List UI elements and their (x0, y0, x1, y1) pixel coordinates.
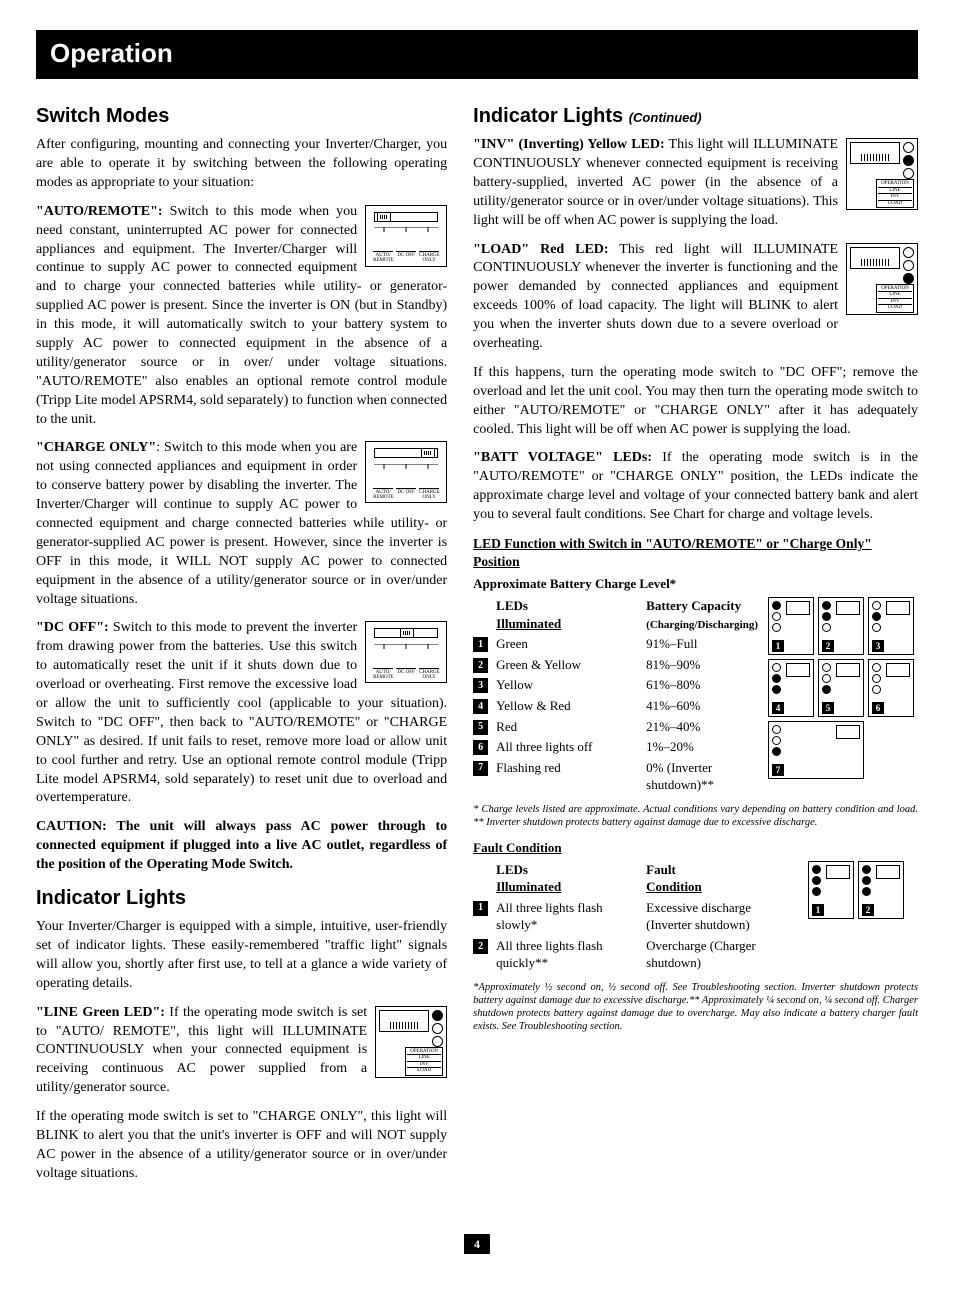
table-row: 4Yellow & Red41%–60% (473, 697, 758, 715)
charge-level-table: LEDsIlluminated Battery Capacity(Chargin… (473, 597, 758, 797)
switch-modes-heading: Switch Modes (36, 103, 447, 130)
led-function-heading: LED Function with Switch in "AUTO/REMOTE… (473, 535, 918, 571)
indicator-intro: Your Inverter/Charger is equipped with a… (36, 918, 447, 994)
indicator-lights-heading: Indicator Lights (36, 885, 447, 912)
left-column: Switch Modes After configuring, mounting… (36, 97, 447, 1194)
intro-paragraph: After configuring, mounting and connecti… (36, 136, 447, 193)
panel-diagram-line: OPERATIONLINEINVLOAD (375, 1006, 447, 1078)
line-led-paragraph2: If the operating mode switch is set to "… (36, 1108, 447, 1184)
fault-footnote: *Approximately ½ second on, ½ second off… (473, 981, 918, 1034)
table-row: 1All three lights flash slowly*Excessive… (473, 899, 798, 934)
table-row: 2Green & Yellow81%–90% (473, 656, 758, 674)
switch-diagram-dcoff: AUTO/ REMOTEDC OFFCHARGE ONLY (365, 621, 447, 683)
switch-diagram-auto: AUTO/ REMOTEDC OFFCHARGE ONLY (365, 205, 447, 267)
switch-diagram-charge: AUTO/ REMOTEDC OFFCHARGE ONLY (365, 441, 447, 503)
charge-footnote: * Charge levels listed are approximate. … (473, 803, 918, 829)
table-row: 1Green91%–Full (473, 635, 758, 653)
table-row: 2All three lights flash quickly**Overcha… (473, 937, 798, 972)
right-column: Indicator Lights (Continued) OPERATIONLI… (473, 97, 918, 1194)
section-banner: Operation (36, 30, 918, 79)
caution-text: CAUTION: The unit will always pass AC po… (36, 818, 447, 875)
batt-voltage-paragraph: "BATT VOLTAGE" LEDs: If the operating mo… (473, 449, 918, 525)
approx-charge-heading: Approximate Battery Charge Level* (473, 575, 918, 593)
load-led-paragraph2: If this happens, turn the operating mode… (473, 364, 918, 440)
fault-condition-table: LEDsIlluminated FaultCondition 1All thre… (473, 861, 798, 975)
panel-diagram-load: OPERATIONLINEINVLOAD (846, 243, 918, 315)
table-row: 6All three lights off1%–20% (473, 738, 758, 756)
table-row: 5Red21%–40% (473, 718, 758, 736)
indicator-continued-heading: Indicator Lights (Continued) (473, 103, 918, 130)
charge-level-icons: 1234567 (768, 597, 918, 779)
table-row: 3Yellow61%–80% (473, 676, 758, 694)
table-row: 7Flashing red0% (Inverter shutdown)** (473, 759, 758, 794)
page-number: 4 (36, 1234, 918, 1255)
fault-condition-icons: 12 (808, 861, 918, 919)
panel-diagram-inv: OPERATIONLINEINVLOAD (846, 138, 918, 210)
fault-condition-heading: Fault Condition (473, 839, 918, 857)
